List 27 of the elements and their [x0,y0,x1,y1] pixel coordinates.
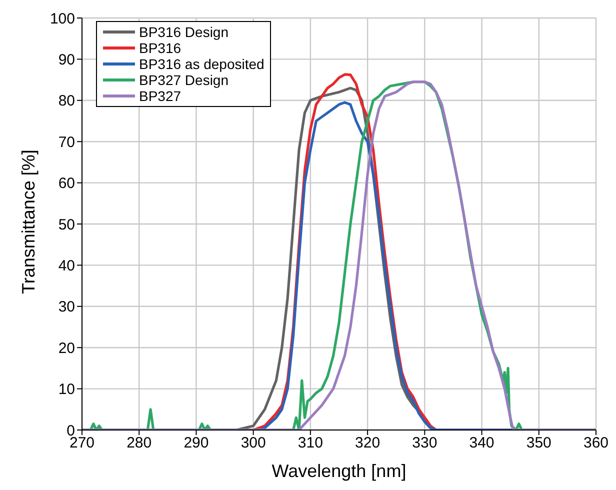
y-tick-label: 20 [58,340,75,357]
x-tick-label: 350 [526,434,552,452]
x-tick-label: 320 [355,434,380,452]
y-tick-label: 50 [58,216,75,234]
y-tick-label: 90 [58,52,75,69]
legend-label: BP316 as deposited [139,56,264,72]
legend-label: BP316 Design [139,24,229,40]
y-tick-label: 80 [58,92,75,110]
x-tick-label: 310 [298,434,323,452]
x-tick-label: 280 [126,434,152,452]
y-tick-label: 30 [58,298,75,316]
legend-label: BP327 [139,88,182,104]
y-tick-label: 60 [58,175,75,192]
x-tick-label: 270 [69,434,95,452]
y-tick-label: 10 [58,381,75,398]
legend-label: BP316 [139,40,182,56]
x-tick-label: 330 [412,434,438,452]
legend-label: BP327 Design [139,72,229,88]
x-tick-label: 290 [184,434,209,452]
x-tick-label: 300 [240,434,266,452]
y-axis-title: Transmittance [%] [18,150,38,294]
x-tick-label: 360 [583,434,609,452]
y-tick-label: 70 [58,134,75,151]
y-tick-label: 40 [58,258,75,275]
x-axis-title: Wavelength [nm] [272,460,406,481]
y-tick-label: 100 [50,10,75,28]
x-tick-label: 340 [469,434,494,452]
